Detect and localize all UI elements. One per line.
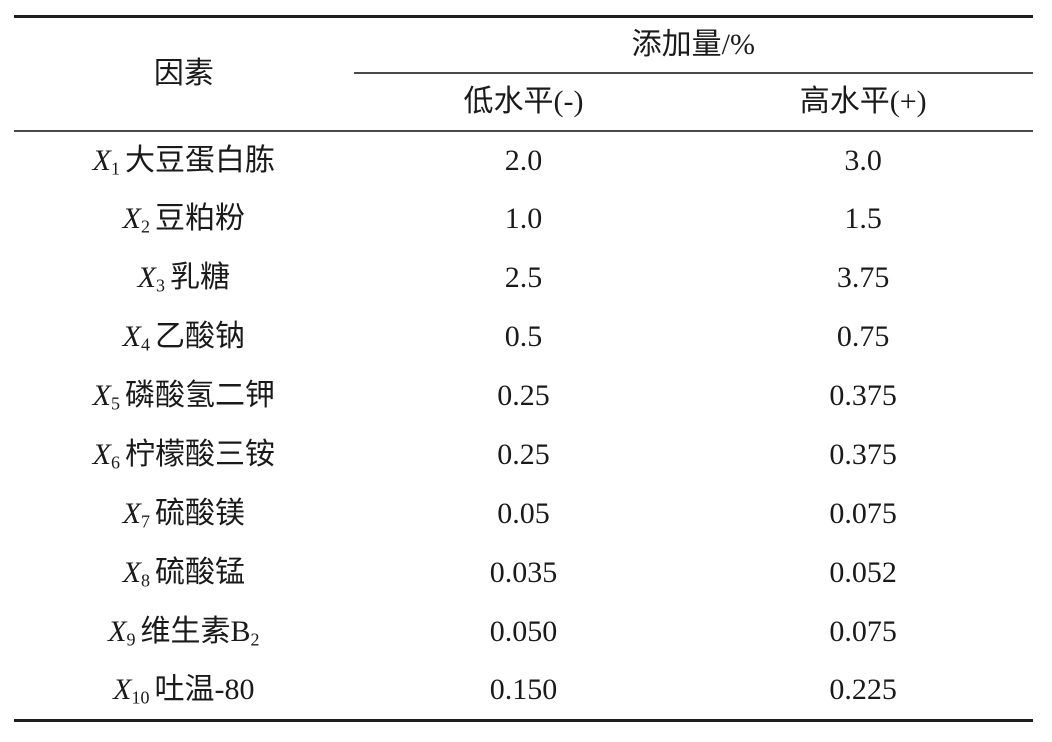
factor-subscript: 3 xyxy=(155,275,165,296)
low-level-value: 0.150 xyxy=(489,673,558,707)
factor-cell: X6 柠檬酸三铵 xyxy=(14,426,354,485)
high-level-value: 1.5 xyxy=(844,202,882,235)
factor-symbol: X xyxy=(113,673,132,707)
factor-symbol: X xyxy=(108,615,127,648)
high-level-value: 0.075 xyxy=(829,497,897,530)
header-row-levels: 低水平(-) 高水平(+) xyxy=(14,72,1033,132)
header-row-group: 因素 添加量/% xyxy=(14,16,1033,132)
low-level-value: 0.035 xyxy=(489,556,558,589)
table-row: X6 柠檬酸三铵 0.25 0.375 xyxy=(14,426,1033,485)
factor-name: 乳糖 xyxy=(169,261,230,294)
table-body: X1 大豆蛋白胨 2.0 3.0 X2 豆粕粉 1.0 1.5 X3 乳糖 2.5 3.75 X4 乙酸钠… xyxy=(14,131,1033,721)
factor-cell: X1 大豆蛋白胨 xyxy=(14,131,354,190)
high-level-value: 3.0 xyxy=(844,143,882,177)
factor-cell: X2 豆粕粉 xyxy=(14,190,354,249)
low-level-value: 0.5 xyxy=(504,320,543,353)
table-row: X3 乳糖 2.5 3.75 xyxy=(14,249,1033,308)
factor-name: 硫酸锰 xyxy=(154,556,245,589)
factor-cell: X3 乳糖 xyxy=(14,249,354,308)
factor-symbol: X xyxy=(92,379,111,412)
column-header-high-level: 高水平(+) xyxy=(693,72,1033,132)
factor-symbol: X xyxy=(92,438,111,471)
factor-symbol: X xyxy=(122,556,141,589)
column-header-factor: 因素 xyxy=(14,16,354,132)
factor-name: 乙酸钠 xyxy=(154,320,245,353)
column-header-low-level: 低水平(-) xyxy=(353,72,694,132)
table-row: X8 硫酸锰 0.035 0.052 xyxy=(14,544,1033,603)
low-level-value: 0.05 xyxy=(497,497,550,530)
factor-cell: X4 乙酸钠 xyxy=(14,308,354,367)
factor-subscript: 8 xyxy=(140,570,150,591)
factor-symbol: X xyxy=(122,320,141,353)
high-level-value: 0.75 xyxy=(836,320,890,353)
low-level-value: 0.050 xyxy=(489,615,558,648)
high-level-value: 0.375 xyxy=(829,379,897,412)
factor-name: 吐温-80 xyxy=(154,673,255,707)
table-row: X1 大豆蛋白胨 2.0 3.0 xyxy=(14,131,1033,190)
high-level-value: 0.225 xyxy=(829,673,897,707)
low-level-value: 0.25 xyxy=(497,379,550,412)
factor-cell: X8 硫酸锰 xyxy=(14,544,354,603)
factor-symbol: X xyxy=(122,497,141,530)
factor-subscript: 4 xyxy=(140,334,150,355)
factor-subscript: 6 xyxy=(110,452,120,473)
factor-subscript: 1 xyxy=(110,158,120,178)
table-row: X2 豆粕粉 1.0 1.5 xyxy=(14,190,1033,249)
table-row: X9 维生素B2 0.050 0.075 xyxy=(14,603,1033,662)
factor-subscript: 7 xyxy=(140,511,150,532)
table-row: X5 磷酸氢二钾 0.25 0.375 xyxy=(14,367,1033,426)
factor-cell: X9 维生素B2 xyxy=(14,603,354,662)
factor-name: 磷酸氢二钾 xyxy=(124,379,275,412)
table-row: X7 硫酸镁 0.05 0.075 xyxy=(14,485,1033,544)
high-level-value: 0.075 xyxy=(829,615,897,648)
table-row: X10 吐温-80 0.150 0.225 xyxy=(14,662,1033,721)
table-row: X4 乙酸钠 0.5 0.75 xyxy=(14,308,1033,367)
factor-name: 维生素B xyxy=(140,615,251,648)
factor-name: 硫酸镁 xyxy=(154,497,245,530)
low-level-value: 2.0 xyxy=(504,143,543,177)
factor-symbol: X xyxy=(137,261,156,294)
factor-subscript: 5 xyxy=(110,393,120,414)
low-level-value: 0.25 xyxy=(497,438,550,471)
high-level-value: 0.052 xyxy=(829,556,897,589)
high-level-value: 0.375 xyxy=(829,438,897,471)
low-level-value: 1.0 xyxy=(504,202,543,235)
factor-subscript: 9 xyxy=(126,629,136,650)
factor-subscript: 10 xyxy=(131,687,150,708)
factor-name-subscript: 2 xyxy=(250,629,260,650)
factor-symbol: X xyxy=(122,202,141,235)
column-group-header-amount: 添加量/% xyxy=(353,16,1033,74)
factor-name: 大豆蛋白胨 xyxy=(124,143,275,177)
high-level-value: 3.75 xyxy=(836,261,890,294)
factor-levels-table: 因素 添加量/% 低水平(-) 高水平(+) X1 大豆蛋白胨 2.0 3.0 X2 豆粕… xyxy=(14,15,1033,722)
factor-name: 柠檬酸三铵 xyxy=(124,438,275,471)
table-header: 因素 添加量/% 低水平(-) 高水平(+) xyxy=(14,16,1033,132)
factor-cell: X10 吐温-80 xyxy=(14,662,354,721)
low-level-value: 2.5 xyxy=(504,261,543,294)
factor-symbol: X xyxy=(92,143,111,177)
factor-name: 豆粕粉 xyxy=(154,202,245,235)
factor-subscript: 2 xyxy=(140,216,150,237)
factor-cell: X5 磷酸氢二钾 xyxy=(14,367,354,426)
factor-cell: X7 硫酸镁 xyxy=(14,485,354,544)
